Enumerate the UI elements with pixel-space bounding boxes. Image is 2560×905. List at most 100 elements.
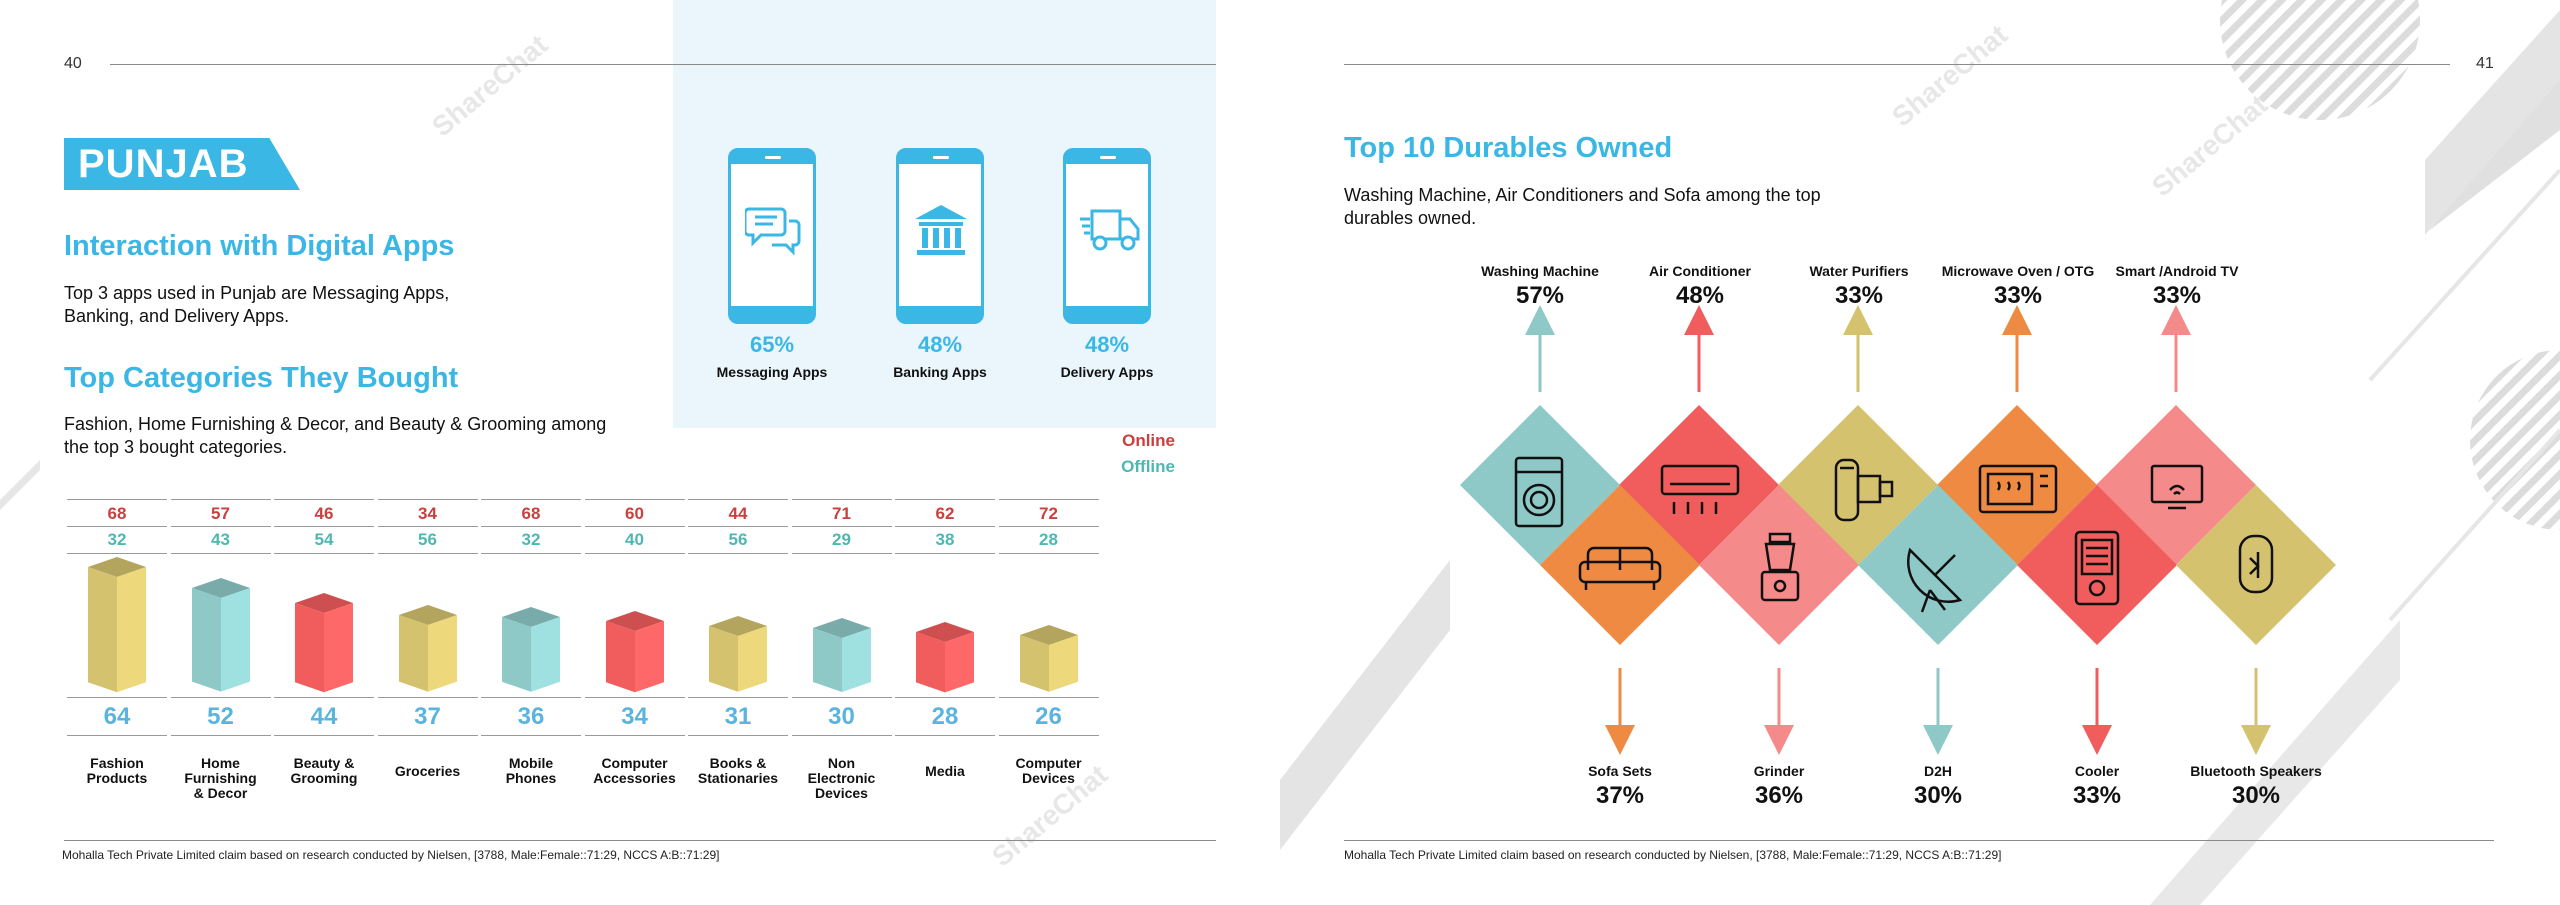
legend-online: Online	[1122, 431, 1175, 450]
category-total: 52	[207, 703, 234, 730]
category-total: 36	[517, 703, 545, 730]
row-divider	[584, 553, 685, 554]
striped-circle-right	[2470, 350, 2560, 530]
phone-frame	[896, 148, 984, 324]
row-divider	[377, 697, 478, 698]
row-divider	[170, 526, 271, 527]
cooler-icon	[2074, 530, 2120, 606]
phone-frame	[728, 148, 816, 324]
water-purifier-icon	[1834, 458, 1894, 522]
row-divider	[998, 499, 1099, 500]
offline-value: 32	[107, 530, 127, 549]
microwave-icon	[1978, 464, 2058, 514]
section-text-categories: Fashion, Home Furnishing & Decor, and Be…	[64, 414, 607, 457]
durable-name-smart-tv: Smart /Android TV	[2115, 263, 2239, 279]
row-divider	[895, 697, 995, 698]
row-divider	[998, 553, 1099, 554]
category-label: Computer Accessories	[593, 755, 676, 786]
category-label: Fashion Products	[86, 755, 148, 786]
row-divider	[170, 697, 271, 698]
row-divider	[274, 735, 374, 736]
striped-circle-top	[2220, 0, 2420, 120]
category-label: Mobile Phones	[505, 755, 557, 786]
header-rule-right	[1344, 64, 2450, 65]
row-divider	[895, 735, 995, 736]
footnote-right: Mohalla Tech Private Limited claim based…	[1344, 848, 2002, 862]
durable-percent-speakers: 30%	[2231, 782, 2281, 809]
row-divider	[377, 735, 478, 736]
footnote-left: Mohalla Tech Private Limited claim based…	[62, 848, 720, 862]
category-total: 28	[931, 703, 959, 730]
category-total: 64	[103, 703, 131, 730]
bank-icon	[915, 205, 967, 255]
header-rule-left	[110, 64, 1216, 65]
durables-diamond-graphic	[1460, 305, 2336, 755]
online-value: 57	[211, 504, 230, 523]
durable-name-sofa: Sofa Sets	[1588, 763, 1652, 779]
footer-rule-right	[1344, 840, 2494, 841]
category-bar	[709, 616, 767, 692]
row-divider	[791, 735, 892, 736]
durable-name-air-conditioner: Air Conditioner	[1649, 263, 1751, 279]
row-divider	[688, 499, 788, 500]
sofa-icon	[1578, 546, 1662, 590]
row-divider	[481, 553, 581, 554]
online-value: 62	[935, 504, 955, 523]
row-divider	[274, 697, 374, 698]
category-total: 31	[724, 703, 752, 730]
tv-icon	[2150, 464, 2204, 510]
row-divider	[481, 697, 581, 698]
row-divider	[998, 697, 1099, 698]
durable-name-washing-machine: Washing Machine	[1481, 263, 1599, 279]
row-divider	[791, 526, 892, 527]
category-bar	[191, 578, 250, 692]
row-divider	[170, 735, 271, 736]
online-value: 72	[1039, 504, 1058, 523]
row-divider	[481, 499, 581, 500]
row-divider	[584, 697, 685, 698]
phone-frame	[1063, 148, 1151, 324]
durables-title: Top 10 Durables Owned	[1344, 132, 1673, 164]
section-text-apps: Top 3 apps used in Punjab are Messaging …	[64, 283, 450, 326]
app-name-delivery: Delivery Apps	[1060, 364, 1154, 380]
row-divider	[170, 553, 271, 554]
speaker-icon	[2238, 534, 2274, 594]
row-divider	[998, 735, 1099, 736]
durable-percent-grinder: 36%	[1754, 782, 1804, 809]
state-badge-label: PUNJAB	[78, 142, 249, 186]
row-divider	[688, 735, 788, 736]
diamond-d2h	[1858, 485, 2018, 645]
row-divider	[481, 735, 581, 736]
legend-offline: Offline	[1121, 457, 1175, 476]
row-divider	[67, 553, 167, 554]
row-divider	[688, 697, 788, 698]
row-divider	[274, 553, 374, 554]
durable-percent-sofa: 37%	[1595, 782, 1645, 809]
delivery-truck-icon	[1080, 209, 1140, 251]
row-divider	[688, 526, 788, 527]
online-value: 46	[314, 504, 334, 523]
category-bar	[295, 592, 353, 692]
offline-value: 56	[418, 530, 437, 549]
category-total: 30	[828, 703, 855, 730]
app-name-messaging: Messaging Apps	[716, 364, 828, 380]
row-divider	[895, 499, 995, 500]
offline-value: 43	[211, 530, 230, 549]
durable-percent-air-conditioner: 48%	[1675, 282, 1725, 309]
durable-name-microwave: Microwave Oven / OTG	[1941, 263, 2095, 279]
durable-percent-d2h: 30%	[1913, 782, 1963, 809]
row-divider	[791, 697, 892, 698]
row-divider	[584, 499, 685, 500]
durable-percent-washing-machine: 57%	[1515, 282, 1565, 309]
category-label: Books & Stationaries	[697, 755, 779, 786]
row-divider	[67, 697, 167, 698]
row-divider	[791, 499, 892, 500]
category-label: Groceries	[394, 763, 461, 779]
row-divider	[377, 499, 478, 500]
online-value: 60	[625, 504, 644, 523]
row-divider	[998, 526, 1099, 527]
diagonal-band-2	[2425, 10, 2560, 235]
section-title-categories: Top Categories They Bought	[64, 362, 459, 394]
offline-value: 54	[314, 530, 334, 549]
